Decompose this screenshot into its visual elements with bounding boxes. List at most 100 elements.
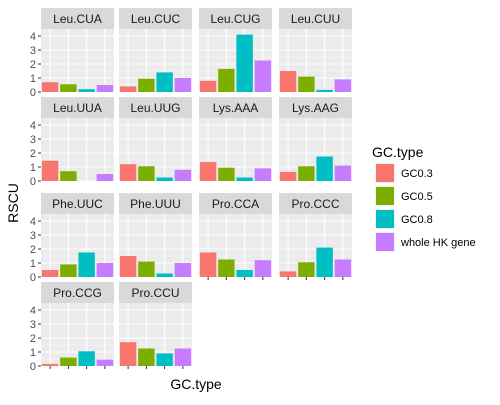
y-tick-label: 1 (30, 258, 36, 270)
bar (334, 165, 352, 181)
y-tick-label: 3 (30, 319, 36, 331)
y-tick-label: 1 (30, 162, 36, 174)
bar (119, 342, 137, 366)
bar (199, 252, 217, 277)
y-tick-label: 0 (30, 87, 36, 99)
y-tick-label: 4 (30, 305, 36, 317)
bar (119, 256, 137, 277)
facet-title: Leu.CUU (291, 12, 340, 26)
legend-swatch (376, 233, 394, 251)
bar (218, 259, 235, 277)
bar (254, 260, 272, 277)
bar (316, 247, 333, 277)
bar (279, 271, 297, 277)
bar (78, 252, 95, 277)
y-tick-label: 2 (30, 244, 36, 256)
facet-strip (119, 193, 192, 214)
bar (96, 359, 114, 366)
bar (316, 89, 333, 92)
facet-panel: Phe.UUU (119, 193, 192, 278)
bar (119, 164, 137, 181)
bar (138, 78, 155, 92)
y-tick-label: 2 (30, 59, 36, 71)
bar (41, 82, 59, 92)
facet-panel: Lys.AAG (279, 97, 352, 182)
facet-title: Pro.CCC (291, 197, 339, 211)
facet-panel: Pro.CCU (119, 282, 192, 369)
facet-panel: Leu.CUU (279, 8, 352, 93)
bar (119, 86, 137, 92)
bar (138, 261, 155, 277)
bar (218, 68, 235, 92)
y-tick-label: 3 (30, 230, 36, 242)
facet-title: Leu.CUC (131, 12, 181, 26)
bar (174, 169, 192, 181)
y-tick-label: 1 (30, 73, 36, 85)
legend: GC.type GC0.3 GC0.5 GC0.8 whole HK gene (372, 144, 476, 252)
facet-title: Leu.UUG (130, 101, 180, 115)
bar (334, 259, 352, 277)
bar (41, 160, 59, 181)
y-tick-label: 2 (30, 148, 36, 160)
legend-title: GC.type (372, 144, 424, 160)
y-tick-label: 0 (30, 272, 36, 284)
facet-title: Pro.CCU (131, 286, 179, 300)
facet-strip (119, 8, 192, 29)
bar (279, 71, 297, 92)
bar (236, 177, 253, 181)
facet-panel: Leu.CUC (119, 8, 192, 93)
bar (174, 348, 192, 366)
bar (96, 174, 114, 181)
facet-strip (279, 97, 352, 118)
facet-title: Phe.UUC (52, 197, 103, 211)
facet-strip (199, 8, 272, 29)
facet-title: Phe.UUU (130, 197, 181, 211)
facet-panel: Leu.UUG (119, 97, 192, 182)
facet-strip (41, 8, 114, 29)
bar (156, 353, 173, 366)
bar (78, 351, 95, 366)
facet-strip (119, 282, 192, 303)
bar (298, 166, 315, 181)
bar (138, 166, 155, 181)
y-tick-label: 4 (30, 216, 36, 228)
bar (156, 177, 173, 181)
bar (298, 76, 315, 92)
plot-background (41, 303, 114, 366)
facet-title: Pro.CCG (53, 286, 102, 300)
bar (41, 363, 59, 366)
facet-title: Pro.CCA (212, 197, 259, 211)
facet-strip (41, 282, 114, 303)
bar (316, 156, 333, 181)
facet-strip (279, 8, 352, 29)
bar (156, 72, 173, 92)
legend-label: GC0.8 (401, 214, 433, 226)
bar (199, 162, 217, 181)
bar (236, 34, 253, 92)
facet-title: Lys.AAG (292, 101, 339, 115)
bar (254, 60, 272, 92)
legend-label: whole HK gene (400, 237, 476, 249)
x-axis-label: GC.type (170, 376, 222, 392)
bar (60, 171, 77, 181)
y-tick-label: 0 (30, 361, 36, 373)
bar (254, 168, 272, 181)
bar (138, 348, 155, 366)
bar (199, 80, 217, 92)
facet-panel: Leu.CUG (199, 8, 272, 93)
bar (60, 357, 77, 366)
legend-label: GC0.5 (401, 191, 433, 203)
legend-swatch (376, 187, 394, 205)
y-axis-label: RSCU (5, 183, 21, 223)
facet-panels: Leu.CUA 0 1 2 3 4 Leu.CUC Leu.CUG Leu.CUU Leu.UUA… (30, 8, 352, 373)
y-tick-label: 0 (30, 176, 36, 188)
y-tick-label: 3 (30, 45, 36, 57)
legend-swatch (376, 210, 394, 228)
bar (96, 85, 114, 92)
facet-panel: Phe.UUC 0 1 2 3 4 (30, 193, 114, 284)
legend-swatch (376, 164, 394, 182)
y-tick-label: 4 (30, 120, 36, 132)
bar (60, 264, 77, 277)
legend-label: GC0.3 (401, 168, 433, 180)
